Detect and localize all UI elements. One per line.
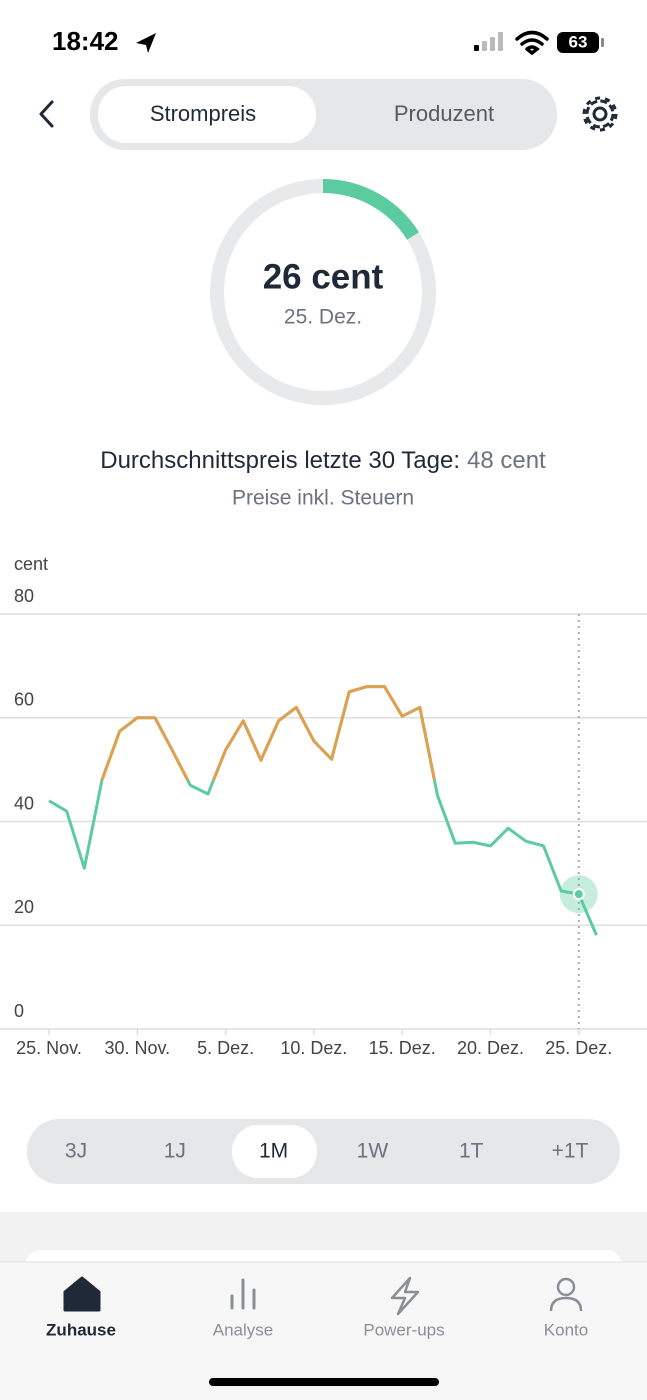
y-tick-label: 60 [14,690,34,710]
average-text: Durchschnittspreis letzte 30 Tage: 48 cen… [100,447,546,474]
nav-bar [0,1262,647,1400]
battery-tip [601,38,604,47]
x-tick-label: 25. Nov. [16,1038,82,1058]
y-axis-label: cent [14,554,48,574]
back-button[interactable] [39,100,54,128]
chart: 0 20 40 60 80 25. Nov. 30. Nov. 5. Dez. 10. Dez.… [0,586,647,1058]
x-tick-label: 20. Dez. [457,1038,524,1058]
period-button[interactable]: 3J [65,1140,87,1163]
y-tick-label: 40 [14,793,34,813]
home-icon [63,1276,101,1312]
gauge-arc [322,179,419,240]
home-indicator [209,1378,439,1386]
selection-dot [572,888,585,901]
konto-icon [549,1277,583,1312]
period-selector [27,1119,620,1184]
nav-label[interactable]: Konto [544,1320,588,1339]
note: Preise inkl. Steuern [232,487,414,510]
x-tick-label: 30. Nov. [104,1038,170,1058]
period-button[interactable]: 1J [164,1140,186,1163]
average-value: 48 cent [467,447,546,474]
tab[interactable]: Strompreis [150,101,256,126]
price-line-high [100,685,436,780]
period-button[interactable]: 1M [259,1140,288,1163]
battery-icon [557,32,599,53]
power-icon [390,1276,420,1316]
y-tick-label: 0 [14,1001,24,1021]
x-tick-label: 15. Dez. [369,1038,436,1058]
y-tick-label: 20 [14,897,34,917]
nav-label[interactable]: Zuhause [46,1320,116,1339]
tab-active-bg [98,86,316,143]
nav: Zuhause Analyse Power-ups Konto [46,1320,588,1339]
gauge-value: 26 cent [263,257,384,296]
nav-label[interactable]: Power-ups [363,1320,444,1339]
period-active-bg [232,1125,317,1178]
battery-level: 63 [569,32,588,51]
tab[interactable]: Produzent [394,101,494,126]
wifi-icon [515,30,549,56]
nav-label[interactable]: Analyse [213,1320,273,1339]
period-button[interactable]: +1T [552,1140,589,1163]
period-button[interactable]: 1T [459,1140,484,1163]
gauge-date: 25. Dez. [284,306,362,329]
period-button[interactable]: 1W [357,1140,389,1163]
average-label: Durchschnittspreis letzte 30 Tage: [100,447,460,474]
settings-button[interactable] [582,96,618,132]
y-tick-label: 80 [14,586,34,606]
periods: 3J 1J 1M 1W 1T +1T [65,1140,589,1163]
x-tick-label: 10. Dez. [280,1038,347,1058]
x-tick-label: 5. Dez. [197,1038,254,1058]
time: 18:42 [52,26,119,56]
x-tick-label: 25. Dez. [545,1038,612,1058]
analyse-icon [230,1278,256,1310]
location-icon [136,33,156,53]
signal-icon [474,32,503,51]
